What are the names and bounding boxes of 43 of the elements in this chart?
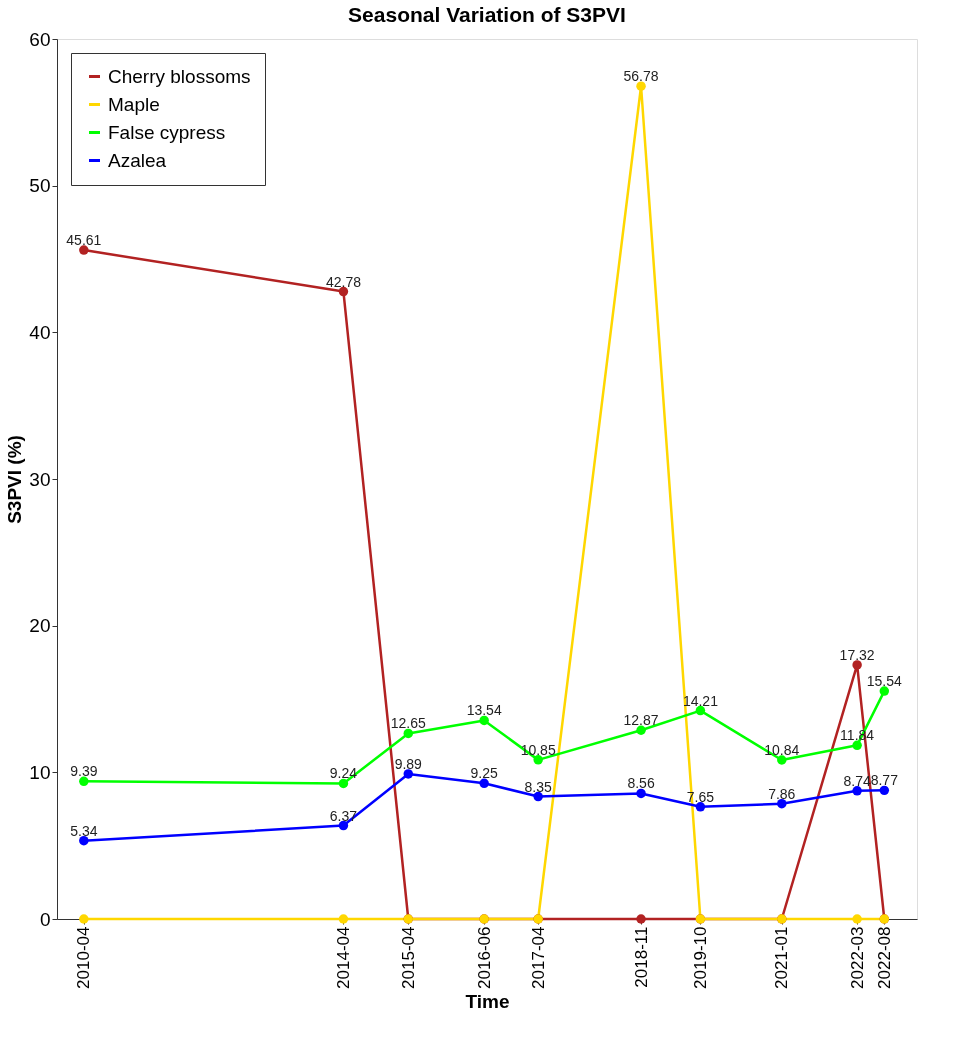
y-tick-label: 40 xyxy=(29,321,51,343)
data-label: 13.54 xyxy=(466,702,502,719)
data-label: 56.78 xyxy=(623,68,659,85)
data-label: 9.89 xyxy=(394,755,423,772)
data-label: 8.77 xyxy=(870,772,899,789)
y-tick-label: 10 xyxy=(29,761,51,783)
data-label: 9.24 xyxy=(329,765,358,782)
data-label: 8.56 xyxy=(627,775,655,792)
data-label: 12.65 xyxy=(390,715,427,732)
y-axis-title: S3PVI (%) xyxy=(4,435,26,524)
data-label: 5.34 xyxy=(70,822,98,839)
data-label: 17.32 xyxy=(839,646,875,663)
x-tick-label: 2015-04 xyxy=(398,926,418,989)
y-tick-label: 50 xyxy=(29,175,51,197)
data-label: 9.39 xyxy=(70,763,98,780)
legend-label: False cypress xyxy=(108,121,226,143)
data-label: 15.54 xyxy=(866,673,903,690)
y-tick-label: 20 xyxy=(29,615,51,637)
legend-label: Maple xyxy=(108,93,160,115)
x-tick-label: 2022-03 xyxy=(847,926,867,989)
x-axis-title: Time xyxy=(465,990,510,1012)
y-tick-label: 0 xyxy=(39,908,51,930)
data-label: 8.35 xyxy=(524,778,553,795)
data-label: 10.84 xyxy=(764,742,800,759)
x-tick-label: 2018-11 xyxy=(631,926,651,988)
data-label: 9.25 xyxy=(470,765,498,782)
data-label: 6.37 xyxy=(329,807,358,824)
x-tick-label: 2010-04 xyxy=(74,926,94,989)
data-label: 45.61 xyxy=(66,232,102,249)
x-tick-label: 2017-04 xyxy=(528,926,548,989)
data-label: 42.78 xyxy=(325,273,362,290)
chart-title: Seasonal Variation of S3PVI xyxy=(348,3,626,26)
data-label: 12.87 xyxy=(623,712,659,729)
y-tick-label: 60 xyxy=(29,28,51,50)
legend-label: Azalea xyxy=(108,149,167,171)
x-tick-label: 2014-04 xyxy=(333,926,353,989)
x-tick-label: 2019-10 xyxy=(690,926,710,989)
y-tick-label: 30 xyxy=(29,468,51,490)
x-tick-label: 2021-01 xyxy=(772,926,792,989)
x-tick-label: 2022-08 xyxy=(874,926,894,989)
x-tick-label: 2016-06 xyxy=(474,926,494,989)
legend-label: Cherry blossoms xyxy=(108,65,251,87)
data-label: 7.86 xyxy=(768,785,796,802)
